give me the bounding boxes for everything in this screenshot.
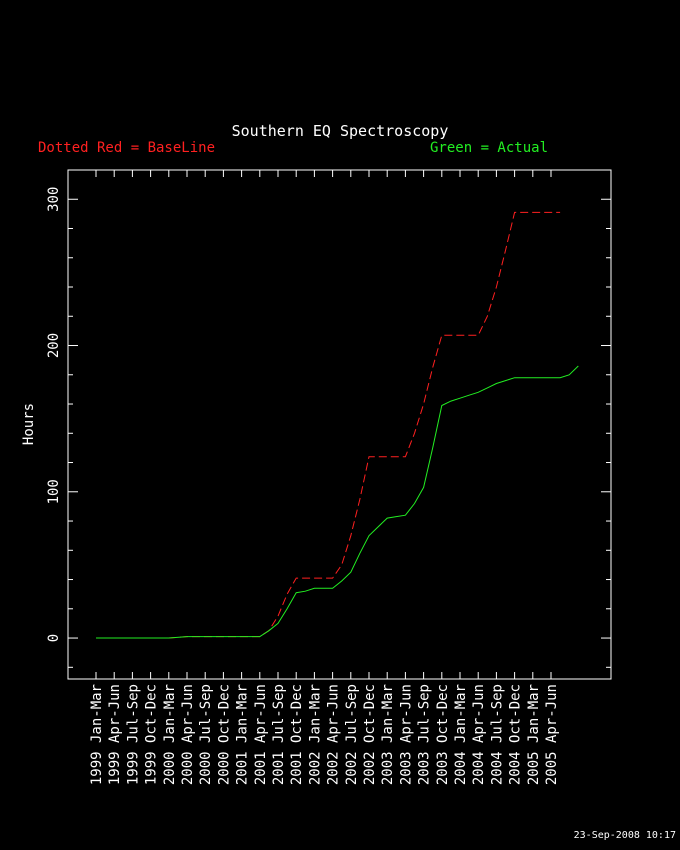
x-tick-label: 2003 Apr-Jun [398, 684, 414, 785]
legend-actual: Green = Actual [430, 140, 549, 156]
x-tick-label: 1999 Jan-Mar [89, 684, 105, 785]
y-tick-label: 200 [46, 333, 62, 358]
x-tick-label: 2004 Apr-Jun [471, 684, 487, 785]
x-tick-label: 2001 Oct-Dec [289, 684, 305, 785]
x-tick-label: 2001 Apr-Jun [253, 684, 269, 785]
x-tick-label: 2005 Apr-Jun [544, 684, 560, 785]
x-tick-label: 2000 Oct-Dec [216, 684, 232, 785]
x-tick-label: 1999 Oct-Dec [144, 684, 160, 785]
x-tick-label: 2002 Oct-Dec [362, 684, 378, 785]
x-tick-label: 2002 Apr-Jun [326, 684, 342, 785]
plot-frame [67, 169, 612, 680]
x-tick-label: 2000 Jul-Sep [198, 684, 214, 785]
y-tick-label: 0 [46, 634, 62, 642]
x-tick-label: 2004 Jan-Mar [453, 684, 469, 785]
x-tick-label: 2003 Jan-Mar [380, 684, 396, 785]
series-line-actual [96, 365, 579, 639]
x-tick-label: 2003 Jul-Sep [417, 684, 433, 785]
timestamp: 23-Sep-2008 10:17 [573, 830, 676, 841]
x-tick-label: 2001 Jan-Mar [235, 684, 251, 785]
legend-baseline: Dotted Red = BaseLine [38, 140, 216, 156]
x-tick-label: 1999 Apr-Jun [107, 684, 123, 785]
x-tick-label: 2004 Jul-Sep [489, 684, 505, 785]
chart-title: Southern EQ Spectroscopy [231, 122, 449, 140]
x-tick-label: 2002 Jul-Sep [344, 684, 360, 785]
x-tick-label: 2000 Jan-Mar [162, 684, 178, 785]
chart-series [96, 211, 579, 639]
x-tick-label: 2004 Oct-Dec [508, 684, 524, 785]
y-tick-label: 100 [46, 479, 62, 504]
series-line-baseline [96, 211, 561, 639]
y-tick-label: 300 [46, 187, 62, 212]
x-tick-label: 2005 Jan-Mar [526, 684, 542, 785]
y-axis-label: Hours [21, 403, 37, 445]
x-tick-label: 2002 Jan-Mar [307, 684, 323, 785]
x-tick-label: 1999 Jul-Sep [125, 684, 141, 785]
x-tick-label: 2000 Apr-Jun [180, 684, 196, 785]
x-tick-label: 2003 Oct-Dec [435, 684, 451, 785]
x-tick-label: 2001 Jul-Sep [271, 684, 287, 785]
